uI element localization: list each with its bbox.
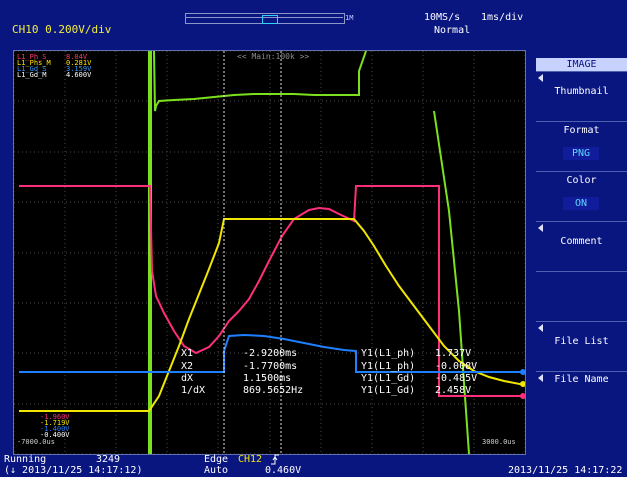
soft-key-menu: IMAGE Thumbnail Format PNG Color ON Comm… (536, 58, 627, 423)
run-state: Running (4, 454, 47, 465)
cursor-x2-value: -1.7700ms (243, 361, 298, 372)
legend-value: 0.281V (66, 59, 92, 67)
y-row-3-value: -0.485V (435, 373, 478, 384)
bottom-left-value-1: -1.960V (40, 413, 70, 421)
legend-name: L1_Phs_M (17, 59, 51, 67)
yellow-trace (19, 218, 525, 412)
magenta-level-marker (520, 393, 525, 399)
cursor-dx-label: dX (181, 373, 194, 384)
time-per-div: 1ms/div (481, 12, 524, 23)
menu-thumbnail[interactable]: Thumbnail (536, 71, 627, 121)
menu-file-name-label: File Name (554, 374, 609, 385)
yellow-level-marker (520, 381, 525, 387)
bottom-left-value-3: -1.400V (40, 425, 70, 433)
bottom-status-bar: Running 3249 (↓ 2013/11/25 14:17:12) Edg… (0, 454, 627, 477)
menu-comment-label: Comment (560, 236, 603, 247)
trigger-mode: Auto (204, 465, 229, 476)
cursor-dx-value: 1.1500ms (243, 373, 292, 384)
cursor-x1-label: X1 (181, 348, 194, 359)
menu-file-list-label: File List (554, 336, 609, 347)
menu-format-value: PNG (563, 147, 599, 160)
menu-file-list[interactable]: File List (536, 321, 627, 371)
menu-header: IMAGE (536, 58, 627, 71)
trigger-level: 0.460V (265, 465, 302, 476)
menu-thumbnail-label: Thumbnail (554, 86, 609, 97)
bottom-left-value-2: -1.719V (40, 419, 70, 427)
y-row-4-value: 2.458V (435, 385, 472, 396)
time-axis-right: 3000.0us (482, 438, 516, 446)
bottom-left-value-4: -0.400V (40, 431, 70, 439)
submenu-arrow-icon (538, 374, 543, 382)
menu-empty (536, 271, 627, 321)
record-length-label: 1M (345, 14, 354, 22)
time-axis-left: -7000.0us (17, 438, 55, 446)
acquisition-datetime: (↓ 2013/11/25 14:17:12) (4, 465, 143, 476)
trigger-channel: CH12 (238, 454, 263, 465)
y-row-3-label: Y1(L1_Gd) (361, 373, 416, 384)
current-datetime: 2013/11/25 14:17:22 (508, 465, 623, 476)
legend-value: 4.600V (66, 71, 92, 79)
menu-file-name[interactable]: File Name (536, 371, 627, 421)
cursor-x2-label: X2 (181, 361, 194, 372)
top-status-bar (0, 0, 627, 50)
zoom-bar-track (185, 17, 343, 18)
zoom-main-label: << Main:100k >> (237, 52, 310, 61)
legend-value: 8.04V (66, 53, 88, 61)
channel-scale-label: CH10 0.200V/div (12, 23, 112, 36)
rising-edge-icon (270, 454, 280, 468)
acquisition-count: 3249 (96, 454, 121, 465)
cursor-x1-value: -2.9200ms (243, 348, 298, 359)
y-row-1-label: Y1(L1_ph) (361, 348, 416, 359)
menu-format[interactable]: Format PNG (536, 121, 627, 171)
waveform-display[interactable]: << Main:100k >> L1_Ph_S 8.04V L1_Phs_M 0.28… (13, 50, 526, 455)
menu-comment[interactable]: Comment (536, 221, 627, 271)
legend-name: L1_Ph_S (17, 53, 47, 61)
acquisition-mode: Normal (434, 25, 471, 36)
cursor-inv-label: 1/dX (181, 385, 206, 396)
menu-color-value: ON (563, 197, 599, 210)
trigger-type: Edge (204, 454, 229, 465)
y-row-2-value: -0.008V (435, 361, 478, 372)
menu-color-label: Color (566, 175, 597, 186)
sample-rate: 10MS/s (424, 12, 461, 23)
legend-name: L1_Gd_M (17, 71, 47, 79)
y-row-4-label: Y1(L1_Gd) (361, 385, 416, 396)
cursor-inv-value: 869.5652Hz (243, 385, 304, 396)
submenu-arrow-icon (538, 74, 543, 82)
blue-level-marker (520, 369, 525, 375)
y-row-1-value: 1.737V (435, 348, 472, 359)
waveform-canvas (14, 51, 525, 454)
legend-name: L1_Gd_S (17, 65, 47, 73)
zoom-window-indicator[interactable] (262, 15, 278, 24)
menu-format-label: Format (563, 125, 600, 136)
menu-color[interactable]: Color ON (536, 171, 627, 221)
submenu-arrow-icon (538, 324, 543, 332)
y-row-2-label: Y1(L1_ph) (361, 361, 416, 372)
submenu-arrow-icon (538, 224, 543, 232)
legend-value: 3.159V (66, 65, 92, 73)
